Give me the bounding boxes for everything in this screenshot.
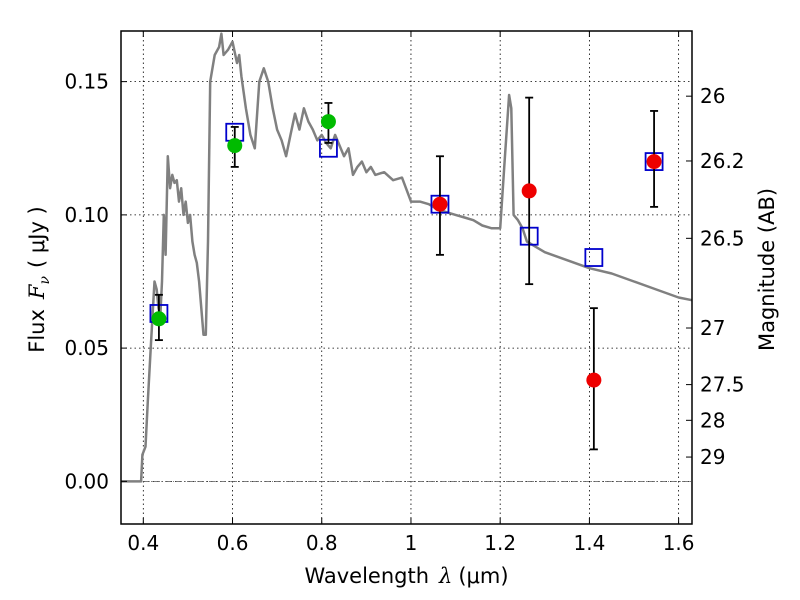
y2-tick-label: 26.5 bbox=[700, 226, 745, 250]
y2-tick-label: 27.5 bbox=[700, 373, 745, 397]
observed-red-point bbox=[646, 154, 662, 170]
observed-red-point bbox=[432, 196, 448, 212]
observed-green-point bbox=[151, 311, 167, 327]
y2-tick-label: 26.2 bbox=[700, 149, 745, 173]
x-tick-label: 1.4 bbox=[573, 531, 605, 555]
y2-tick-label: 26 bbox=[700, 84, 725, 108]
markers bbox=[149, 96, 664, 451]
observed-green-point bbox=[320, 114, 336, 130]
x-tick-label: 0.8 bbox=[306, 531, 338, 555]
x-axis-label-text: Wavelength bbox=[304, 564, 429, 588]
x-axis-label-symbol: λ bbox=[438, 564, 452, 588]
observed-red-point bbox=[586, 372, 602, 388]
y-axis-label-symbol: F bbox=[25, 283, 49, 300]
x-tick-label: 1.6 bbox=[663, 531, 695, 555]
x-tick-label: 0.4 bbox=[127, 531, 159, 555]
y2-axis-label: Magnitude (AB) bbox=[755, 188, 779, 351]
y2-tick-label: 27 bbox=[700, 316, 725, 340]
y-axis-label-text: Flux bbox=[25, 309, 49, 353]
y-tick-label: 0.00 bbox=[64, 469, 109, 493]
model-photometry-marker bbox=[584, 248, 604, 267]
x-tick-label: 0.6 bbox=[217, 531, 249, 555]
y-tick-label: 0.10 bbox=[64, 203, 109, 227]
x-tick-label: 1 bbox=[405, 531, 418, 555]
y-tick-label: 0.15 bbox=[64, 70, 109, 94]
observed-red-point bbox=[521, 183, 537, 199]
ticks: 0.4 0.6 0.8 1 1.2 1.4 1.6 0.00 0.05 0.10 0.15 26 26.… bbox=[64, 31, 745, 555]
x-tick-label: 1.2 bbox=[484, 531, 516, 555]
grid bbox=[121, 31, 692, 524]
observed-green-point bbox=[227, 138, 243, 154]
plot-area bbox=[121, 32, 693, 483]
y-tick-label: 0.05 bbox=[64, 336, 109, 360]
model-spectrum-line bbox=[121, 32, 693, 483]
y2-tick-label: 28 bbox=[700, 408, 725, 432]
y-axis-label-unit: ( μJy ) bbox=[25, 206, 49, 268]
x-axis-label: Wavelength λ (μm) bbox=[304, 564, 508, 588]
y-axis-label: Flux Fν ( μJy ) bbox=[25, 206, 53, 352]
y-axis-label-subscript: ν bbox=[37, 276, 53, 285]
x-axis-label-unit: (μm) bbox=[458, 564, 508, 588]
y2-tick-label: 29 bbox=[700, 445, 725, 469]
axes-frame bbox=[120, 30, 693, 525]
